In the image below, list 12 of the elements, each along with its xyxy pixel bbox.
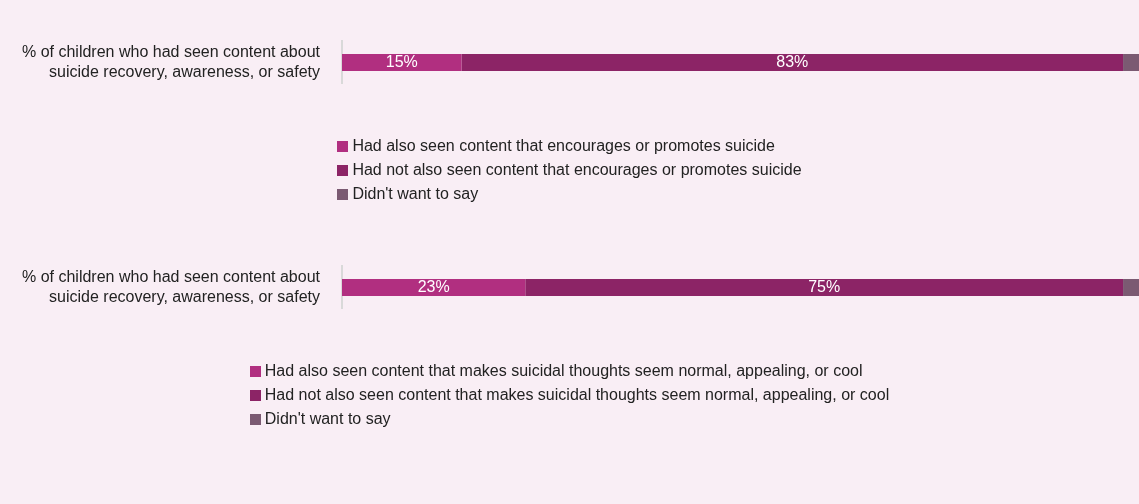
legend-label: Had also seen content that encourages or promotes suicide	[352, 137, 775, 155]
legend-label: Didn't want to say	[264, 410, 391, 428]
legend-label: Had not also seen content that makes suicidal thoughts seem normal, appealing, or cool	[264, 386, 890, 404]
data-label: 83%	[776, 52, 809, 70]
data-label: 23%	[417, 277, 450, 295]
data-label: 15%	[385, 52, 418, 70]
legend-label: Didn't want to say	[352, 185, 479, 203]
y-tick-label: % of children who had seen content about suicide recovery, awareness, or safety	[22, 43, 321, 80]
legend-label: Had also seen content that makes suicidal thoughts seem normal, appealing, or cool	[264, 362, 863, 380]
y-tick-label: % of children who had seen content about suicide recovery, awareness, or safety	[22, 268, 321, 305]
legend-label: Had not also seen content that encourages or promotes suicide	[352, 161, 802, 179]
data-label: 75%	[808, 277, 841, 295]
